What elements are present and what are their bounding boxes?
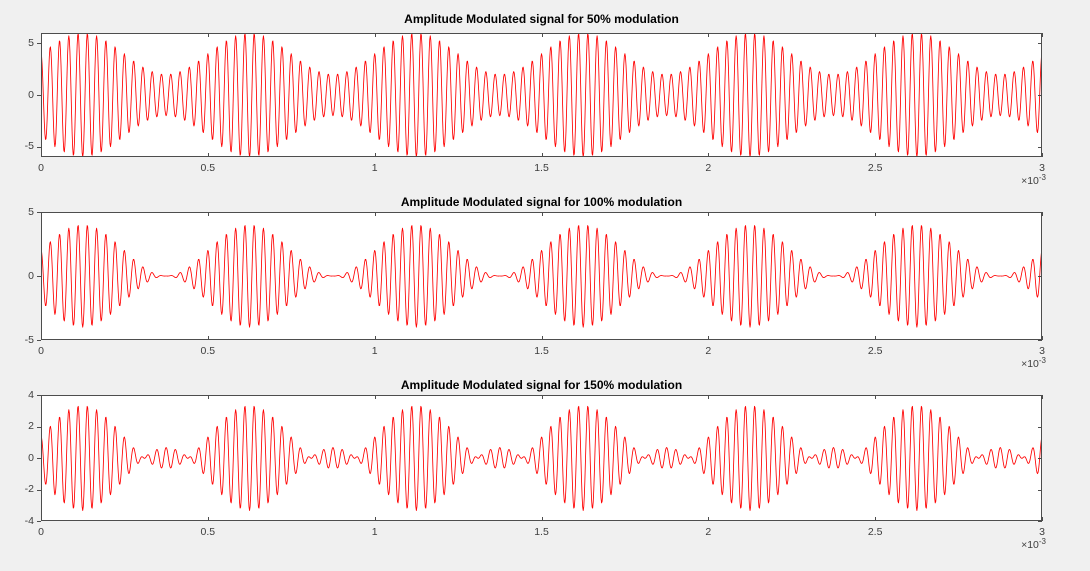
x-tick-label: 2 [705, 162, 712, 174]
x-axis-exponent-label: ×10-3 [976, 537, 1046, 551]
y-tick-label: 2 [28, 420, 34, 432]
am-waveform [41, 225, 1042, 328]
x-tick-label: 2.5 [867, 162, 883, 174]
plot-background [41, 212, 1042, 340]
x-tick-label: 1 [371, 162, 378, 174]
x-axis-exponent-label: ×10-3 [976, 173, 1046, 187]
y-tick-label: -5 [24, 333, 34, 346]
y-tick-label: -5 [24, 140, 34, 153]
subplot-title: Amplitude Modulated signal for 150% modu… [400, 378, 683, 392]
plot-area [37, 33, 1043, 157]
x-tick-label: 0 [38, 345, 44, 357]
x-tick-label: 1 [371, 345, 378, 357]
x-tick-label: 0 [38, 526, 44, 538]
x-tick-label: 3 [1039, 526, 1045, 538]
x-tick-label: 1.5 [534, 162, 549, 174]
x-tick-label: 0.5 [200, 526, 216, 538]
x-tick-label: 1 [371, 526, 378, 538]
subplot-title: Amplitude Modulated signal for 50% modul… [404, 12, 679, 26]
x-axis-exponent-label: ×10-3 [976, 356, 1046, 370]
y-tick-label: -2 [24, 483, 34, 495]
plot-background [41, 33, 1042, 157]
x-tick-label: 0 [38, 162, 44, 174]
x-tick-label: 1.5 [534, 526, 549, 538]
plot-area [37, 395, 1043, 522]
exponent-base: ×10 [1021, 175, 1039, 187]
y-tick-label: 0 [28, 451, 34, 464]
y-tick-label: 5 [28, 36, 34, 49]
y-tick-label: 4 [28, 388, 34, 401]
exponent-base: ×10 [1021, 358, 1039, 370]
x-tick-label: 1.5 [534, 345, 549, 357]
am-waveform [41, 33, 1042, 157]
plot-background [41, 395, 1042, 521]
y-tick-label: 5 [28, 205, 34, 218]
exponent-power: -3 [1038, 173, 1046, 182]
x-tick-label: 2 [705, 345, 712, 357]
y-tick-label: 0 [28, 88, 34, 101]
x-tick-label: 2 [705, 526, 712, 538]
x-tick-label: 2.5 [867, 526, 883, 538]
subplot-title: Amplitude Modulated signal for 100% modu… [400, 195, 683, 209]
exponent-base: ×10 [1021, 539, 1039, 551]
exponent-power: -3 [1038, 537, 1046, 546]
plot-area [37, 212, 1043, 341]
x-tick-label: 3 [1039, 345, 1045, 357]
x-tick-label: 2.5 [867, 345, 883, 357]
y-tick-label: -4 [24, 514, 34, 527]
x-tick-label: 3 [1039, 162, 1045, 174]
am-waveform [41, 405, 1042, 511]
exponent-power: -3 [1038, 356, 1046, 365]
y-tick-label: 0 [28, 269, 34, 282]
x-tick-label: 0.5 [200, 162, 216, 174]
x-tick-label: 0.5 [200, 345, 216, 357]
